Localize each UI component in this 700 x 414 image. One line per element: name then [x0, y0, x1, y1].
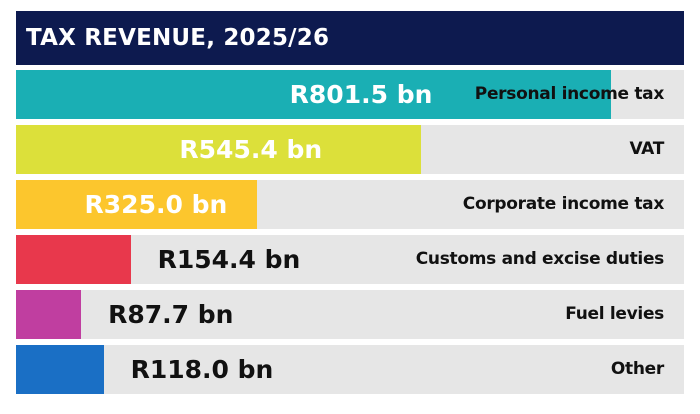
bar-row: R801.5 bn Personal income tax: [16, 70, 684, 119]
category-label: Customs and excise duties: [415, 249, 665, 269]
bar-row: R87.7 bn Fuel levies: [16, 290, 684, 339]
bar: [16, 70, 611, 119]
bar: [16, 345, 104, 394]
bar-value-label: R801.5 bn: [289, 80, 433, 109]
bar-row: R118.0 bn Other: [16, 345, 684, 394]
bar: [16, 290, 82, 339]
bar-value-label: R325.0 bn: [84, 190, 228, 219]
category-label: Personal income tax: [474, 84, 665, 104]
bar-rows: R801.5 bn Personal income tax R545.4 bn VAT…: [16, 70, 684, 400]
category-label: VAT: [629, 139, 664, 159]
category-label: Other: [610, 359, 664, 379]
bar: [16, 235, 131, 284]
chart-header: TAX REVENUE, 2025/26: [16, 11, 684, 65]
bar-row: R545.4 bn VAT: [16, 125, 684, 174]
bar-value-label: R545.4 bn: [179, 135, 323, 164]
chart-title: TAX REVENUE, 2025/26: [26, 25, 330, 51]
bar-value-label: R87.7 bn: [108, 300, 234, 329]
category-label: Corporate income tax: [462, 194, 665, 214]
bar-row: R325.0 bn Corporate income tax: [16, 180, 684, 229]
bar: [16, 180, 258, 229]
bar-value-label: R118.0 bn: [130, 355, 274, 384]
category-label: Fuel levies: [565, 304, 664, 324]
bar: [16, 125, 421, 174]
bar-value-label: R154.4 bn: [157, 245, 301, 274]
bar-row: R154.4 bn Customs and excise duties: [16, 235, 684, 284]
